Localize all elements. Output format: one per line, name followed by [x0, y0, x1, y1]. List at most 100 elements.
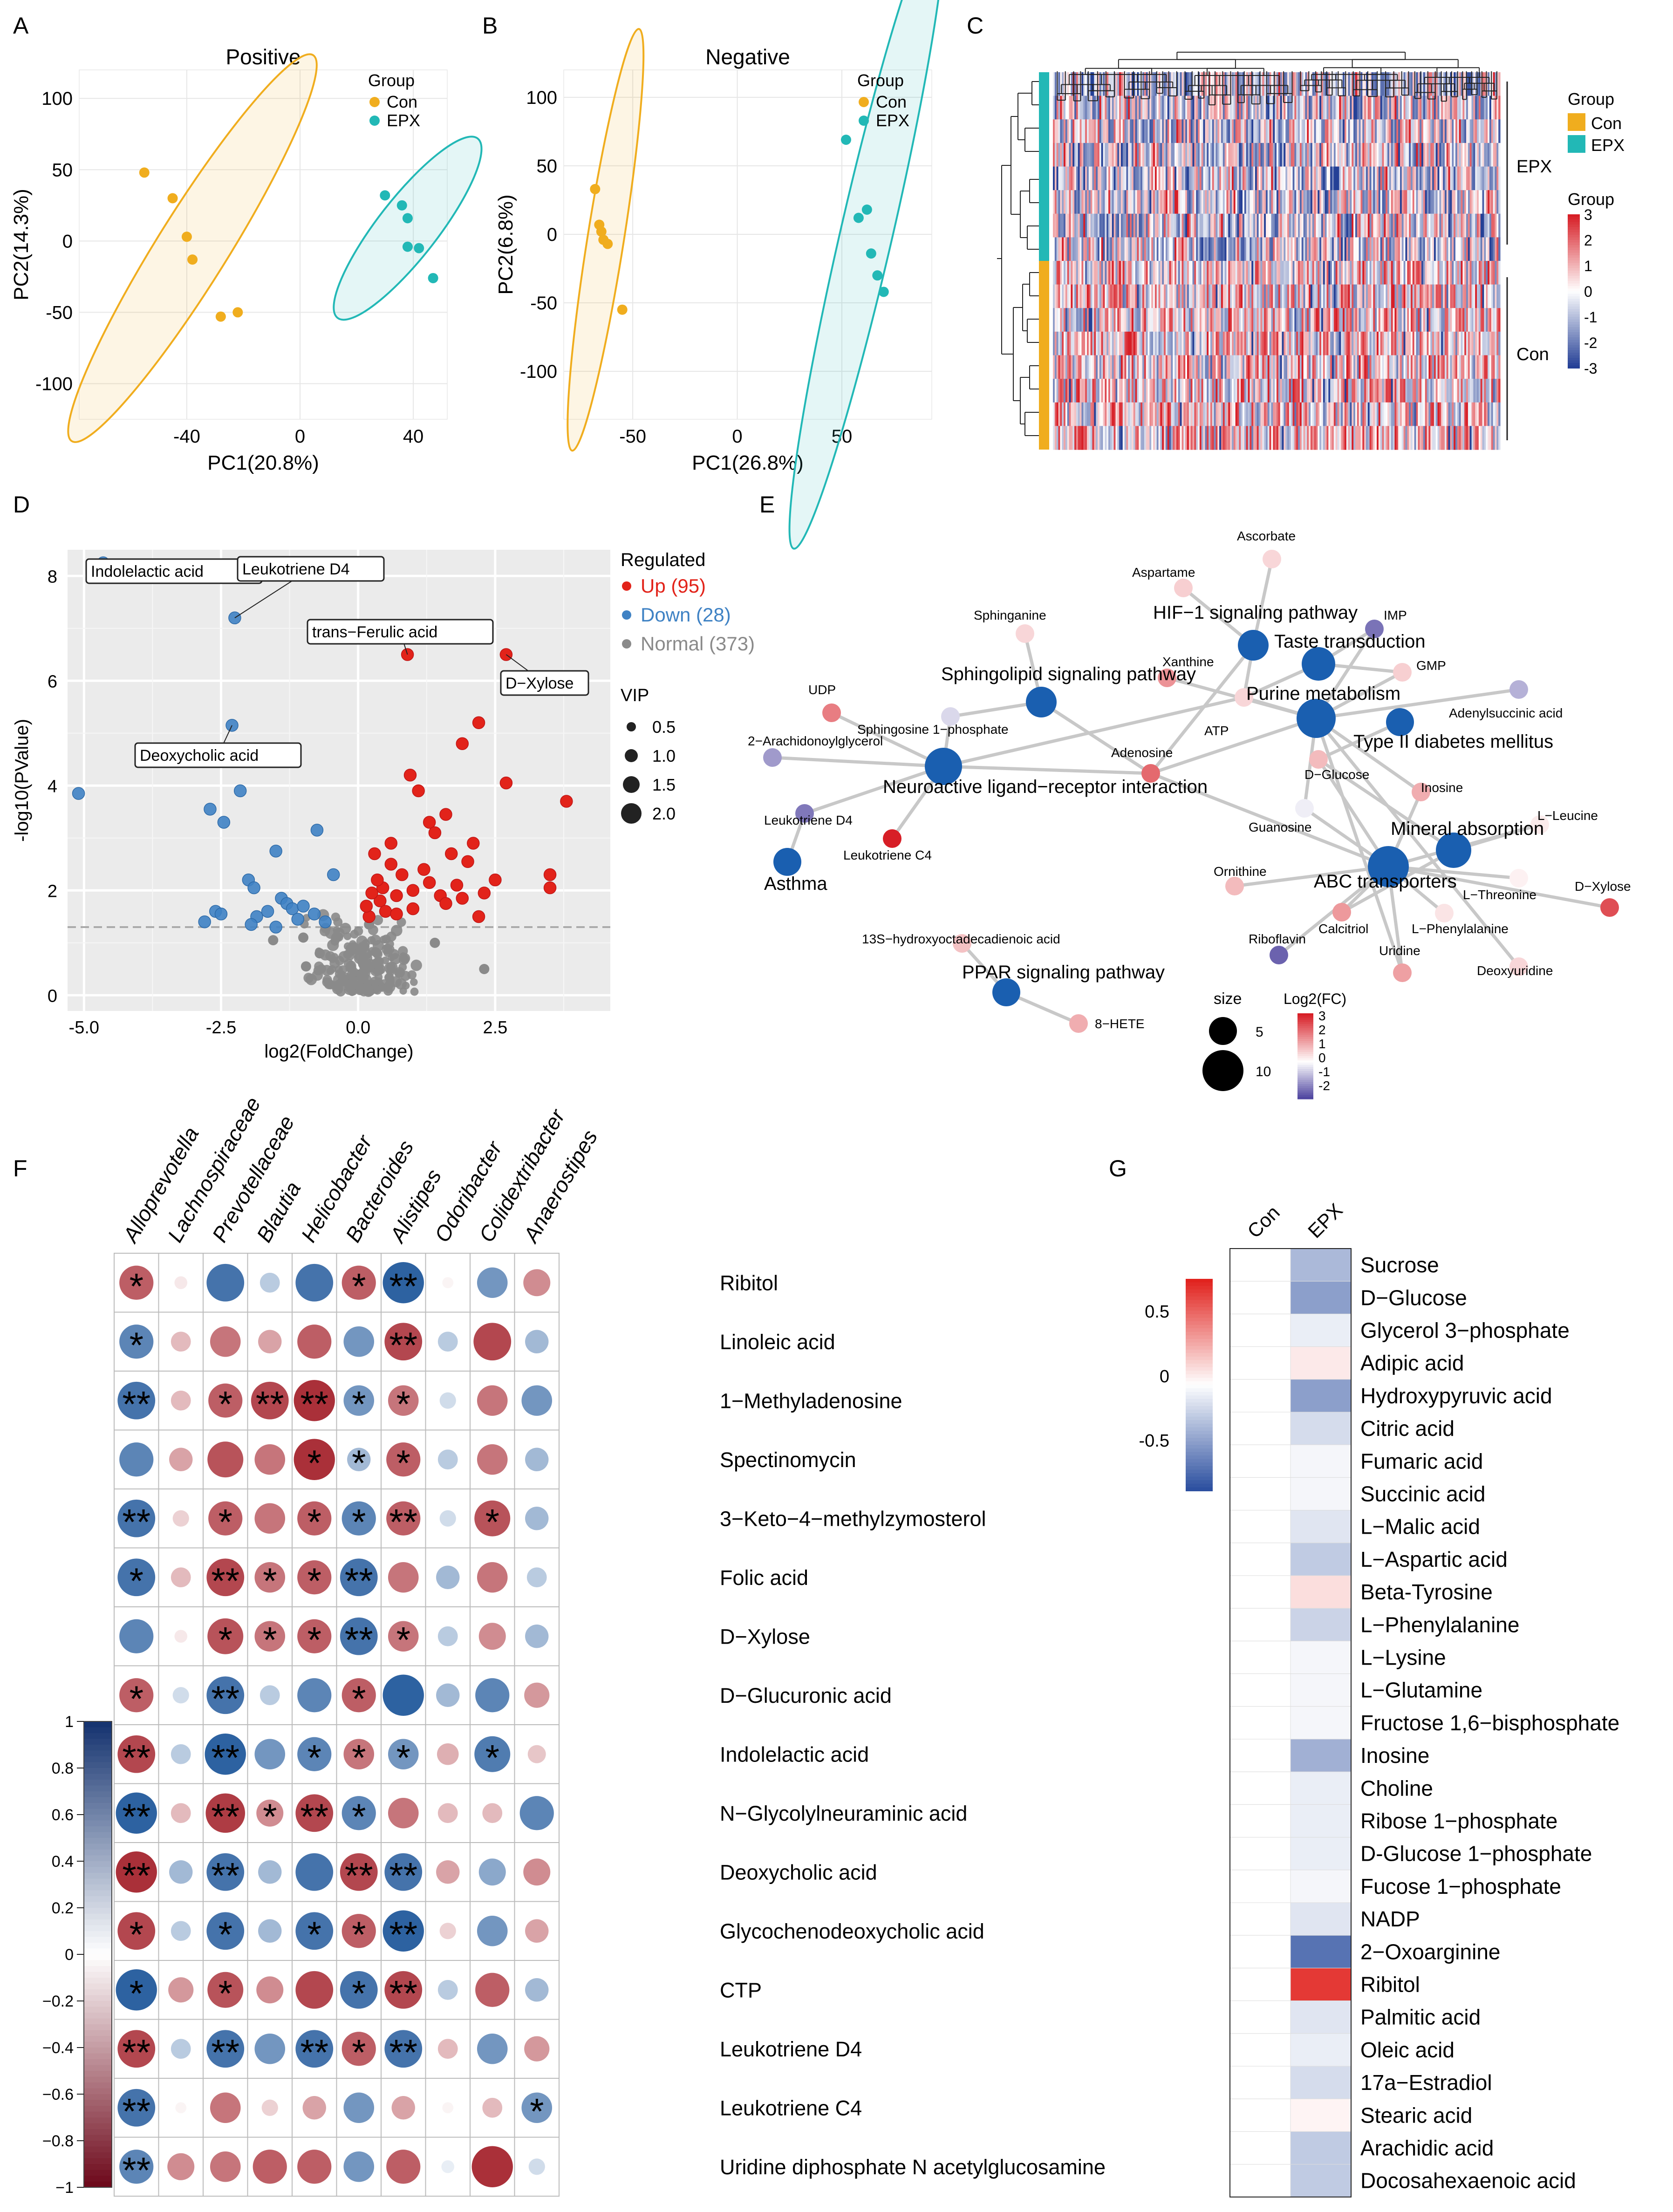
heatmap-cell: [1167, 166, 1170, 191]
heatmap-cell: [1357, 143, 1359, 167]
heatmap-cell: [1130, 402, 1132, 426]
heatmap-cell: [1312, 143, 1315, 167]
heatmap-cell: [1377, 331, 1379, 356]
heatmap-cell: [1401, 261, 1404, 285]
heatmap-cell: [1333, 379, 1336, 403]
heatmap-cell: [1196, 190, 1198, 214]
heatmap-cell: [1350, 355, 1352, 379]
heatmap-cell: [1462, 143, 1465, 167]
heatmap-cell: [1258, 379, 1261, 403]
heatmap-cell: [1439, 402, 1441, 426]
heatmap-cell: [1455, 96, 1458, 120]
heatmap-cell: [1192, 402, 1195, 426]
heatmap-cell: [1495, 331, 1497, 356]
heatmap-cell: [1235, 402, 1238, 426]
heatmap-cell: [1401, 284, 1404, 308]
pathway-label: Neuroactive ligand−receptor interaction: [883, 777, 1208, 797]
heatmap-cell: [1428, 379, 1431, 403]
heatmap-cell: [1454, 331, 1456, 356]
heatmap-cell: [1337, 119, 1339, 143]
heatmap-cell: [1352, 355, 1354, 379]
heatmap-cell: [1086, 355, 1089, 379]
heatmap-cell: [1188, 237, 1191, 261]
heatmap-cell: [1112, 308, 1114, 332]
heatmap-cell: [1364, 237, 1366, 261]
heatmap-cell: [1135, 96, 1138, 120]
heatmap-cell: [1253, 119, 1256, 143]
heatmap-cell: [1411, 119, 1413, 143]
heatmap-cell: [1142, 331, 1145, 356]
heatmap-cell: [1183, 96, 1186, 120]
heatmap-cell: [1250, 72, 1252, 96]
heatmap-cell: [1188, 379, 1191, 403]
heatmap-cell: [1292, 261, 1295, 285]
heatmap-cell: [1289, 331, 1291, 356]
colorscale-tick: 3: [1584, 206, 1592, 223]
heatmap-cell: [1287, 355, 1290, 379]
heatmap-cell: [1239, 72, 1241, 96]
heatmap-cell: [1233, 190, 1236, 214]
heatmap-cell: [1341, 426, 1343, 450]
heatmap-cell: [1133, 96, 1136, 120]
heatmap-cell: [1088, 402, 1091, 426]
heatmap-cell: [1214, 96, 1216, 120]
heatmap-cell: [1450, 284, 1452, 308]
heatmap-cell: [1446, 379, 1449, 403]
heatmap-cell: [1420, 331, 1422, 356]
pathway-label: PPAR signaling pathway: [962, 962, 1165, 983]
heatmap-cell: [1142, 261, 1145, 285]
heatmap-cell: [1230, 355, 1232, 379]
heatmap-cell: [1156, 355, 1159, 379]
heatmap-cell: [1264, 119, 1266, 143]
heatmap-cell: [1140, 331, 1143, 356]
heatmap-cell: [1265, 261, 1268, 285]
heatmap-cell: [1380, 331, 1383, 356]
heatmap-cell: [1321, 379, 1324, 403]
heatmap-cell: [1147, 72, 1150, 96]
heatmap-cell: [1309, 379, 1311, 403]
colorscale-step: [1568, 350, 1580, 353]
heatmap-cell: [1357, 379, 1359, 403]
heatmap-cell: [1060, 166, 1062, 191]
heatmap-cell: [1307, 72, 1309, 96]
heatmap-cell: [1187, 308, 1189, 332]
heatmap-cell: [1348, 379, 1351, 403]
heatmap-cell: [1382, 96, 1384, 120]
heatmap-cell: [1110, 96, 1113, 120]
heatmap-cell: [1414, 379, 1417, 403]
heatmap-cell: [1425, 261, 1427, 285]
heatmap-cell: [1439, 331, 1441, 356]
heatmap-cell: [1330, 261, 1332, 285]
heatmap-cell: [1280, 331, 1283, 356]
heatmap-cell: [1405, 331, 1407, 356]
heatmap-cell: [1146, 96, 1148, 120]
heatmap-cell: [1450, 261, 1452, 285]
heatmap-cell: [1176, 331, 1179, 356]
heatmap-cell: [1176, 237, 1179, 261]
heatmap-cell: [1495, 72, 1497, 96]
heatmap-cell: [1448, 379, 1451, 403]
heatmap-cell: [1233, 72, 1236, 96]
heatmap-cell: [1394, 355, 1397, 379]
heatmap-cell: [1389, 119, 1392, 143]
heatmap-cell: [1314, 284, 1317, 308]
heatmap-cell: [1130, 190, 1132, 214]
heatmap-cell: [1233, 213, 1236, 238]
heatmap-cell: [1115, 308, 1118, 332]
heatmap-cell: [1285, 237, 1288, 261]
heatmap-cell: [1060, 402, 1062, 426]
heatmap-cell: [1371, 261, 1373, 285]
heatmap-cell: [1207, 119, 1209, 143]
heatmap-cell: [1149, 355, 1152, 379]
heatmap-cell: [1382, 379, 1384, 403]
heatmap-cell: [1343, 96, 1345, 120]
heatmap-cell: [1169, 213, 1172, 238]
heatmap-cell: [1215, 237, 1218, 261]
heatmap-cell: [1233, 261, 1236, 285]
heatmap-cell: [1062, 402, 1064, 426]
heatmap-cell: [1461, 213, 1463, 238]
heatmap-cell: [1491, 143, 1494, 167]
heatmap-cell: [1237, 402, 1239, 426]
heatmap-cell: [1215, 402, 1218, 426]
heatmap-cell: [1094, 261, 1096, 285]
